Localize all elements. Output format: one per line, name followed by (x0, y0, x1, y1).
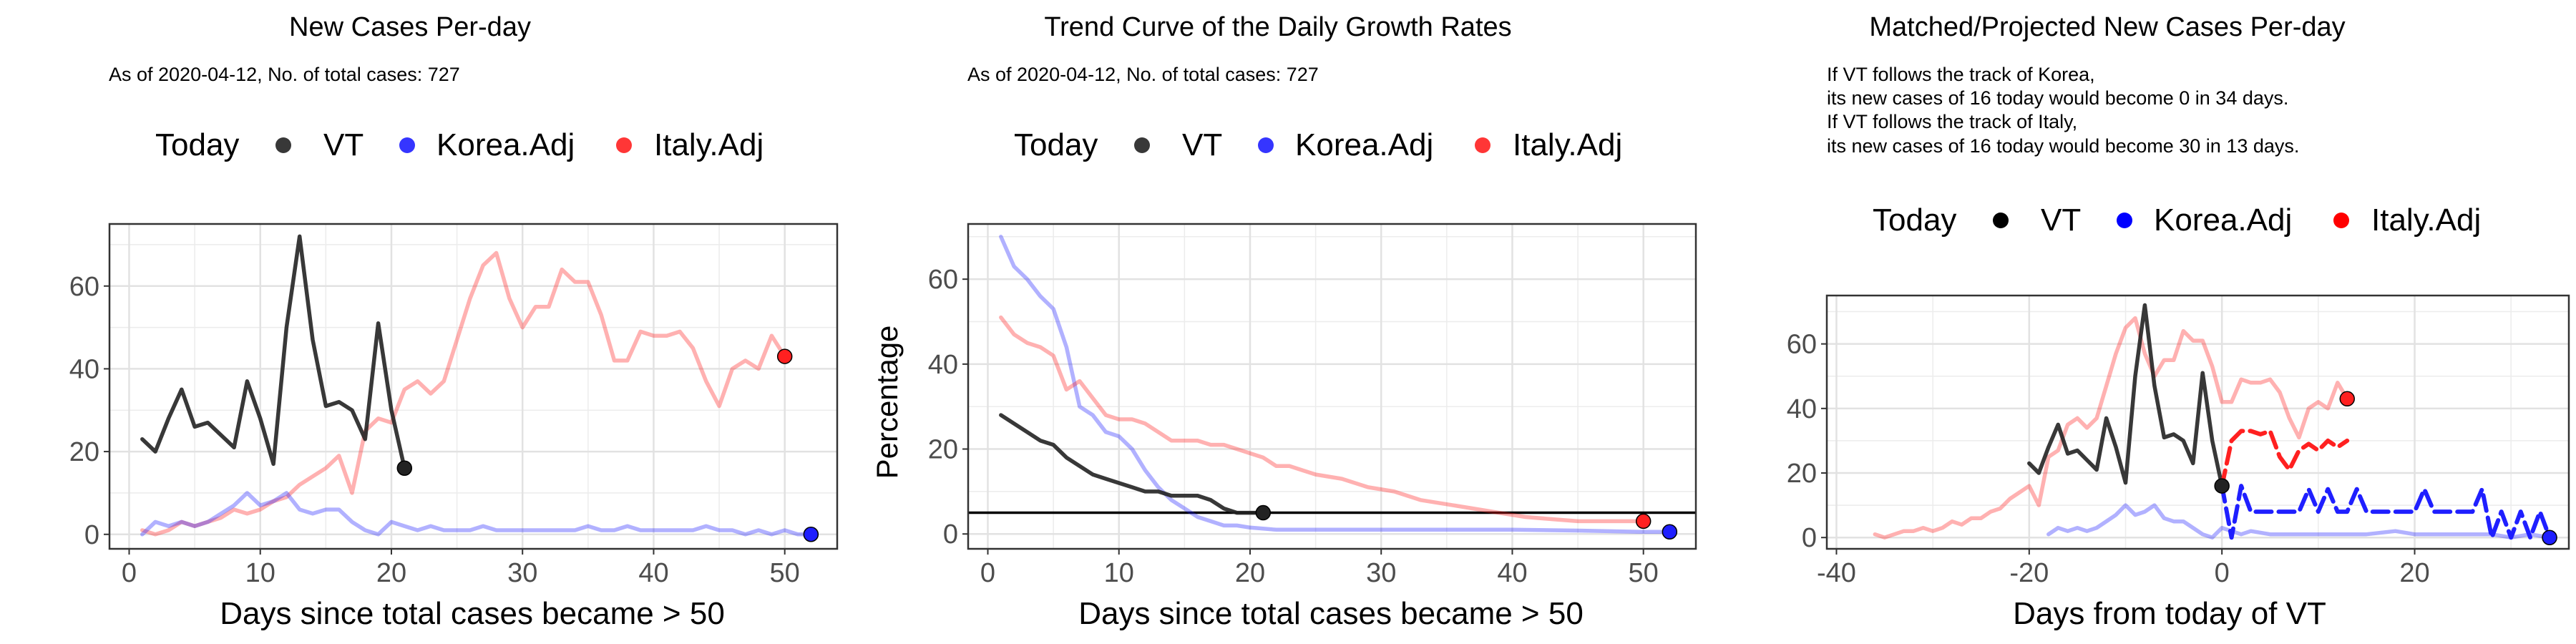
chart-subtitle-1: As of 2020-04-12, No. of total cases: 72… (109, 64, 460, 85)
x-tick-label: 30 (507, 558, 537, 588)
panel-new-cases: New Cases Per-day As of 2020-04-12, No. … (69, 12, 839, 631)
legend-title: Today (155, 127, 239, 162)
x-tick-label: -40 (1817, 558, 1856, 588)
today-point-italy-adj (1635, 513, 1652, 530)
x-tick-label: 0 (2215, 558, 2230, 588)
today-point-korea-adj (803, 527, 819, 542)
legend-key-korea (399, 137, 415, 153)
y-tick-label: 40 (928, 350, 958, 380)
plot-area-3: -40 -20 0 20 0 20 40 60 (1787, 294, 2570, 588)
legend-key-vt (1134, 137, 1150, 153)
series-line-italy-adj (2220, 429, 2350, 489)
legend-key-korea (2117, 213, 2132, 228)
y-tick-label: 0 (84, 520, 99, 550)
today-point-vt (396, 460, 413, 476)
panel-growth-rates: Trend Curve of the Daily Growth Rates As… (870, 12, 1697, 631)
annotation-line: If VT follows the track of Italy, (1827, 111, 2077, 132)
plot-area-2: 0 10 20 30 40 50 0 20 40 60 (928, 223, 1697, 588)
legend-label-korea: Korea.Adj (436, 127, 575, 162)
plot-border (1825, 294, 2570, 550)
today-point-italy-adj (2339, 391, 2355, 407)
series-line-italy-adj (1873, 316, 2349, 540)
annotation-line: its new cases of 16 today would become 3… (1827, 135, 2299, 157)
series-line-italy-adj (999, 315, 1646, 524)
series-line-italy-adj (140, 250, 787, 537)
x-tick-label: 50 (770, 558, 800, 588)
legend-key-italy (1475, 137, 1491, 153)
y-tick-label: 60 (1787, 330, 1817, 360)
today-point-vt (1255, 504, 1272, 521)
today-point-italy-adj (776, 348, 793, 364)
legend-title: Today (1873, 203, 1956, 238)
y-tick-label: 60 (69, 272, 99, 302)
y-tick-label: 20 (69, 437, 99, 467)
legend-3: Today VT Korea.Adj Italy.Adj (1873, 203, 2481, 238)
y-axis-label-2: Percentage (870, 326, 904, 479)
legend-label-italy: Italy.Adj (654, 127, 763, 162)
legend-label-italy: Italy.Adj (1513, 127, 1622, 162)
legend-key-korea (1258, 137, 1274, 153)
x-tick-label: 0 (980, 558, 995, 588)
series-line-korea-adj (2046, 503, 2552, 540)
y-tick-label: 20 (1787, 459, 1817, 489)
series-line-korea-adj (999, 235, 1672, 535)
chart-title-3: Matched/Projected New Cases Per-day (1869, 12, 2345, 42)
legend-label-korea: Korea.Adj (2154, 203, 2292, 238)
legend-label-vt: VT (1182, 127, 1222, 162)
y-tick-label: 60 (928, 265, 958, 295)
x-tick-label: 10 (1104, 558, 1134, 588)
x-tick-label: -20 (2009, 558, 2049, 588)
x-tick-label: 30 (1366, 558, 1396, 588)
chart-title-2: Trend Curve of the Daily Growth Rates (1044, 12, 1511, 42)
legend-key-vt (1993, 213, 2009, 228)
y-tick-label: 40 (1787, 394, 1817, 424)
legend-label-vt: VT (323, 127, 364, 162)
series-line-vt (140, 234, 407, 470)
series-line-vt (999, 413, 1266, 515)
panel-projected-cases: Matched/Projected New Cases Per-day If V… (1787, 12, 2570, 631)
today-point-vt (2214, 478, 2230, 494)
x-tick-label: 20 (376, 558, 406, 588)
x-axis-label-2: Days since total cases became > 50 (1078, 596, 1584, 631)
annotation-line: its new cases of 16 today would become 0… (1827, 87, 2288, 109)
series-line-vt (2027, 303, 2224, 488)
legend-label-korea: Korea.Adj (1295, 127, 1433, 162)
legend-title: Today (1014, 127, 1098, 162)
x-tick-label: 0 (122, 558, 137, 588)
plot-border (967, 223, 1697, 550)
legend-key-vt (275, 137, 291, 153)
x-tick-label: 50 (1629, 558, 1659, 588)
plot-border (108, 223, 839, 550)
y-tick-label: 0 (1802, 523, 1817, 553)
chart-subtitle-2: As of 2020-04-12, No. of total cases: 72… (967, 64, 1319, 85)
legend-label-italy: Italy.Adj (2371, 203, 2481, 238)
legend-label-vt: VT (2041, 203, 2081, 238)
x-axis-label-3: Days from today of VT (2013, 596, 2326, 631)
x-tick-label: 10 (245, 558, 275, 588)
y-tick-label: 0 (943, 519, 958, 550)
annotation-block: If VT follows the track of Korea, its ne… (1827, 64, 2299, 157)
series-line-korea-adj (2220, 484, 2552, 540)
annotation-line: If VT follows the track of Korea, (1827, 64, 2095, 85)
x-tick-label: 20 (2399, 558, 2429, 588)
chart-title-1: New Cases Per-day (289, 12, 531, 42)
y-tick-label: 20 (928, 435, 958, 465)
legend-2: Today VT Korea.Adj Italy.Adj (1014, 127, 1622, 162)
legend-key-italy (616, 137, 632, 153)
today-point-korea-adj (2542, 530, 2557, 545)
legend-key-italy (2333, 213, 2349, 228)
legend-1: Today VT Korea.Adj Italy.Adj (155, 127, 763, 162)
plot-area-1: 0 10 20 30 40 50 0 20 40 60 (69, 223, 839, 588)
today-point-korea-adj (1662, 524, 1678, 540)
x-tick-label: 40 (638, 558, 668, 588)
x-tick-label: 20 (1235, 558, 1265, 588)
y-tick-label: 40 (69, 354, 99, 384)
x-tick-label: 40 (1497, 558, 1527, 588)
series-line-korea-adj (140, 491, 814, 537)
x-axis-label-1: Days since total cases became > 50 (220, 596, 725, 631)
